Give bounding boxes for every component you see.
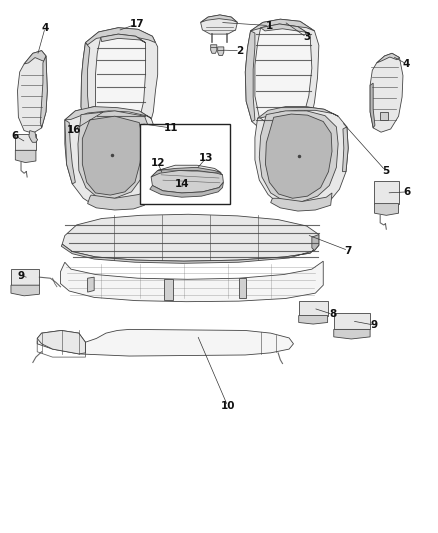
Polygon shape [158, 165, 221, 173]
Text: 9: 9 [371, 320, 378, 330]
Polygon shape [15, 150, 36, 163]
Text: 12: 12 [150, 158, 165, 167]
Polygon shape [265, 114, 332, 198]
Polygon shape [40, 56, 47, 128]
Text: 10: 10 [220, 401, 235, 411]
Polygon shape [65, 107, 151, 120]
Polygon shape [95, 34, 145, 128]
Text: 9: 9 [18, 271, 25, 280]
Polygon shape [343, 127, 348, 172]
Polygon shape [85, 28, 155, 45]
Polygon shape [370, 53, 403, 132]
Polygon shape [62, 214, 319, 261]
Polygon shape [82, 116, 142, 195]
Polygon shape [239, 278, 246, 298]
Polygon shape [312, 235, 319, 251]
Text: 6: 6 [404, 187, 411, 197]
Polygon shape [101, 34, 145, 43]
Polygon shape [374, 204, 399, 215]
Polygon shape [37, 330, 85, 354]
Polygon shape [29, 131, 38, 142]
Polygon shape [60, 261, 323, 302]
Polygon shape [261, 24, 310, 35]
Polygon shape [299, 316, 328, 324]
Polygon shape [255, 107, 348, 209]
Polygon shape [201, 15, 237, 22]
Polygon shape [271, 193, 332, 211]
Polygon shape [81, 28, 158, 138]
Polygon shape [258, 107, 338, 118]
Polygon shape [151, 166, 223, 193]
Polygon shape [78, 111, 149, 198]
Polygon shape [164, 279, 173, 300]
Polygon shape [245, 19, 319, 134]
Text: 8: 8 [329, 310, 336, 319]
Polygon shape [11, 285, 39, 296]
Polygon shape [334, 313, 370, 329]
FancyBboxPatch shape [140, 124, 230, 204]
Polygon shape [374, 181, 399, 204]
Polygon shape [150, 182, 223, 197]
Polygon shape [61, 244, 319, 263]
Text: 3: 3 [303, 33, 310, 42]
Polygon shape [65, 107, 155, 209]
Polygon shape [255, 24, 312, 127]
Polygon shape [88, 192, 145, 210]
Polygon shape [88, 277, 94, 292]
Text: 6: 6 [12, 131, 19, 141]
Polygon shape [201, 15, 237, 34]
Text: 7: 7 [345, 246, 352, 255]
Text: 17: 17 [129, 19, 144, 29]
Polygon shape [37, 329, 293, 356]
Text: 14: 14 [175, 179, 190, 189]
Polygon shape [65, 120, 75, 184]
Polygon shape [211, 45, 217, 53]
Polygon shape [151, 166, 223, 177]
Polygon shape [24, 51, 46, 64]
Text: 13: 13 [198, 154, 213, 163]
Polygon shape [380, 112, 388, 120]
Text: 4: 4 [403, 59, 410, 69]
Polygon shape [218, 47, 224, 55]
Polygon shape [377, 53, 399, 63]
Text: 5: 5 [382, 166, 389, 175]
Polygon shape [251, 19, 314, 31]
Text: 16: 16 [67, 125, 82, 134]
Polygon shape [245, 31, 255, 122]
Polygon shape [81, 43, 90, 128]
Text: 4: 4 [42, 23, 49, 33]
Polygon shape [299, 301, 328, 316]
Polygon shape [11, 269, 39, 285]
Text: 11: 11 [163, 123, 178, 133]
Text: 1: 1 [266, 21, 273, 30]
Polygon shape [18, 51, 47, 133]
Polygon shape [334, 329, 370, 339]
Polygon shape [259, 111, 338, 201]
Polygon shape [370, 83, 375, 128]
Text: 2: 2 [237, 46, 244, 55]
Polygon shape [15, 134, 36, 150]
